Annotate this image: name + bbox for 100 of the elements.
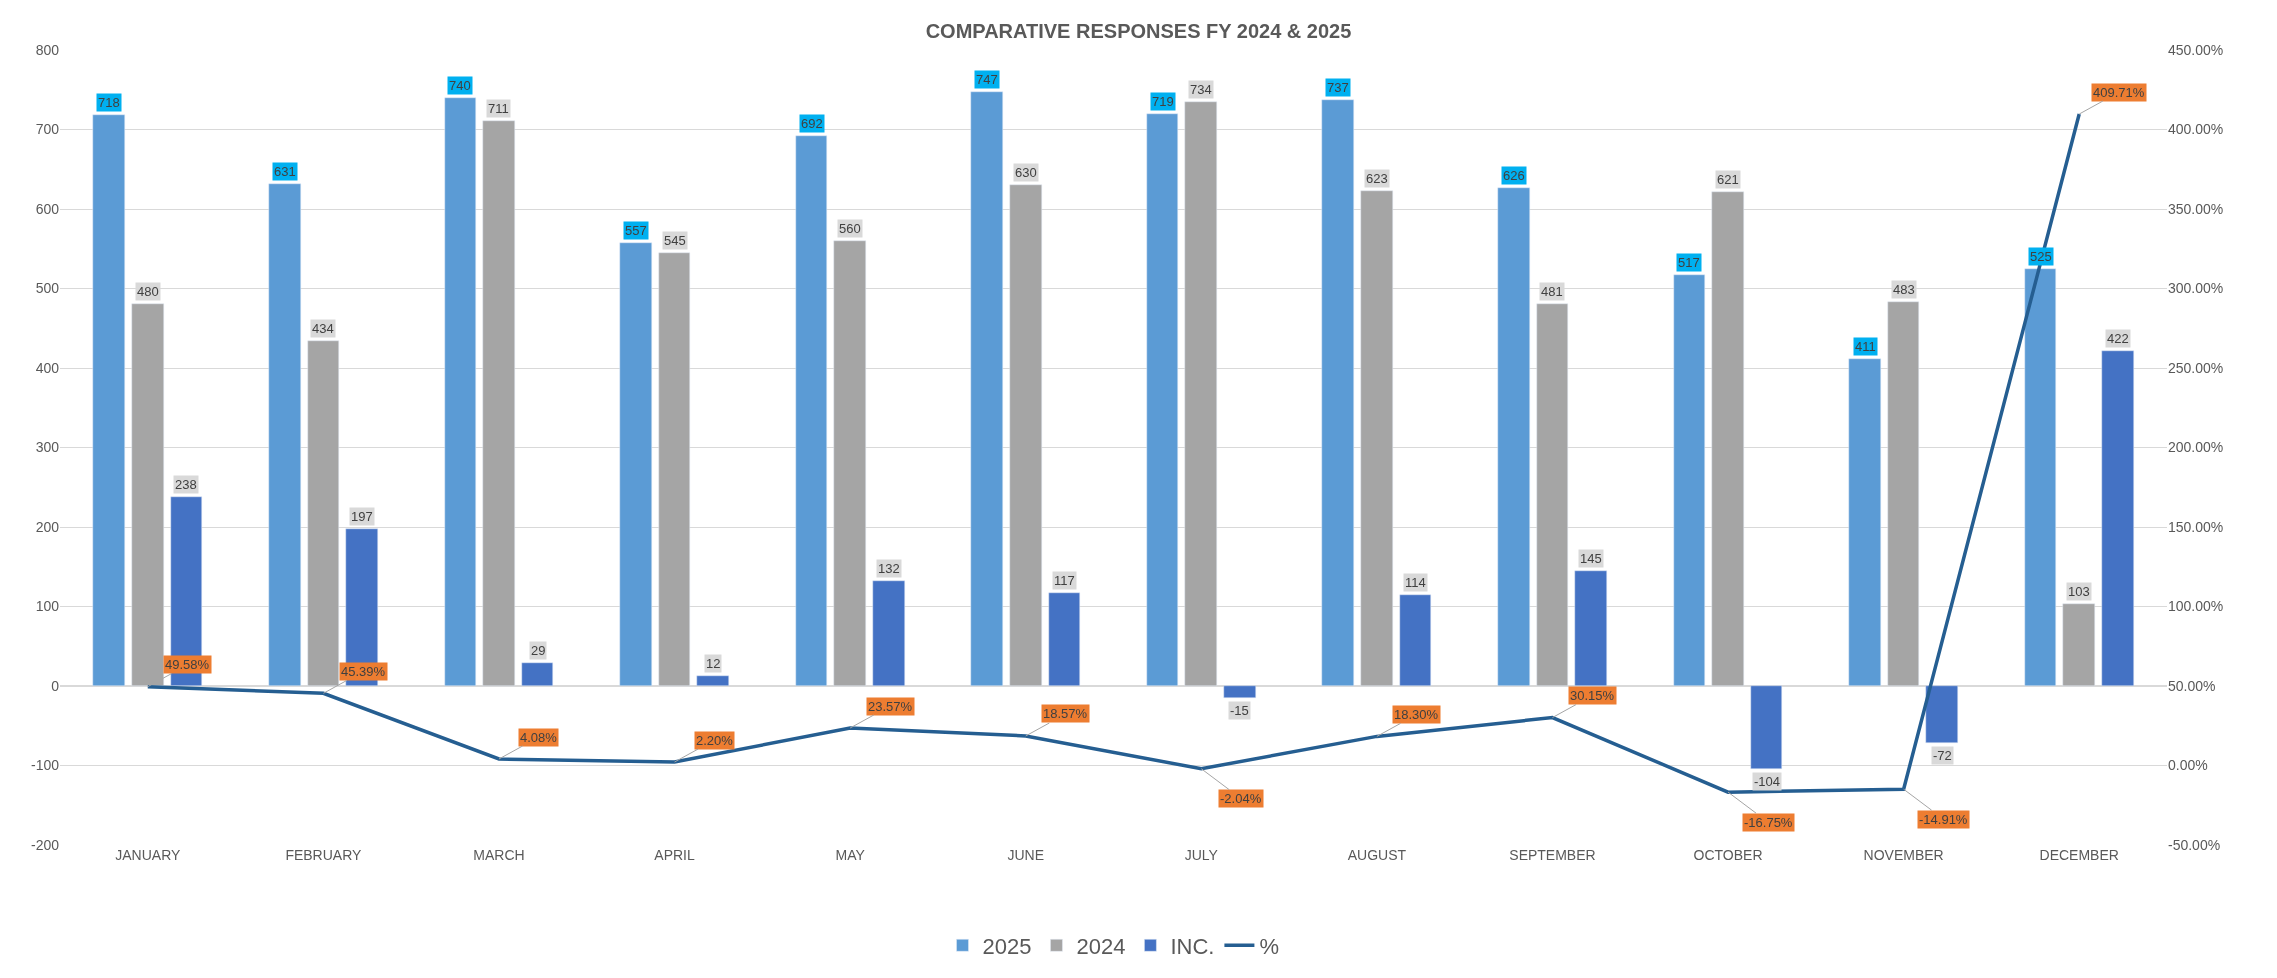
bar [795,135,827,686]
data-label: 630 [1015,165,1037,180]
bar [2024,268,2056,686]
data-label: -16.75% [1744,815,1793,830]
data-label: 626 [1503,168,1525,183]
data-label: 517 [1678,255,1700,270]
data-label: 103 [2068,584,2090,599]
bar [658,252,690,686]
bar [833,240,866,686]
data-label: 557 [625,223,647,238]
bar [1887,301,1919,686]
data-label: 483 [1893,282,1915,297]
x-tick-label: APRIL [654,847,695,863]
data-label: 117 [1054,573,1075,588]
y-tick-label: 800 [35,41,60,58]
y-tick-label: 500 [35,280,60,297]
data-label: 132 [878,561,900,576]
bar [1750,685,1782,769]
x-tick-label: JUNE [1007,847,1044,863]
data-label: 747 [976,72,998,87]
data-label: -2.04% [1220,791,1262,806]
bar [482,120,515,686]
x-tick-label: SEPTEMBER [1509,847,1596,863]
x-tick-label: AUGUST [1347,847,1407,863]
data-label: -72 [1933,748,1952,763]
bar [1399,594,1431,686]
data-label: 734 [1190,82,1212,97]
y2-tick-label: 100.00% [2168,598,2224,615]
data-label: 422 [2107,331,2129,346]
data-label: 29 [531,643,546,658]
bar [268,183,301,686]
x-tick-label: DECEMBER [2039,847,2119,863]
y2-tick-label: 350.00% [2168,200,2224,217]
data-label: -104 [1754,774,1781,789]
data-label: 621 [1717,172,1739,187]
bar [872,580,905,686]
y-tick-label: 100 [35,598,60,615]
bar [2062,603,2095,686]
bar [1321,99,1354,686]
bar [444,97,476,686]
data-label: 2.20% [696,733,734,748]
data-label: 4.08% [520,730,558,745]
y-tick-label: -100 [30,757,60,774]
bar [1925,685,1958,743]
bar [1223,685,1256,698]
bar [1146,113,1178,686]
data-label: -15 [1230,703,1249,718]
y2-tick-label: 300.00% [2168,280,2224,297]
y2-tick-label: 250.00% [2168,359,2224,376]
data-label: 197 [351,509,373,524]
y2-tick-label: 450.00% [2168,41,2224,58]
bar [970,91,1003,686]
y2-tick-label: 50.00% [2168,677,2216,694]
data-label: 631 [274,164,296,179]
data-label: -14.91% [1919,812,1968,827]
data-label: 719 [1152,94,1174,109]
bar [696,675,729,686]
data-label: 23.57% [868,699,913,714]
data-label: 411 [1855,339,1876,354]
x-tick-label: MARCH [473,847,525,863]
data-label: 45.39% [341,664,386,679]
y-tick-label: 300 [35,439,60,456]
y2-tick-label: -50.00% [2168,836,2221,853]
data-label: 238 [175,477,197,492]
y2-tick-label: 200.00% [2168,439,2224,456]
legend-label: 2025 [982,933,1032,959]
bar [1184,101,1217,686]
x-tick-label: JULY [1184,847,1219,863]
bar [1673,274,1705,686]
data-label: 114 [1405,575,1426,590]
bar [1711,191,1744,686]
data-label: 18.30% [1394,707,1439,722]
data-label: 718 [98,95,120,110]
data-label: 545 [664,233,686,248]
data-label: 145 [1580,551,1602,566]
data-label: 434 [312,321,334,336]
bar [1497,187,1530,686]
data-label: 18.57% [1043,706,1088,721]
bar [2101,350,2134,686]
data-label: 12 [706,656,721,671]
y2-tick-label: 0.00% [2168,757,2208,774]
data-label: 481 [1541,284,1563,299]
y2-tick-label: 400.00% [2168,121,2224,138]
bar [1536,303,1568,686]
data-label: 480 [137,284,159,299]
bar [1574,570,1607,686]
bar [619,242,652,686]
bar [1048,592,1080,686]
x-tick-label: FEBRUARY [285,847,363,863]
legend-label: 2024 [1076,933,1126,959]
bar [92,114,125,686]
bar [1848,358,1881,686]
data-label: 692 [801,116,823,131]
legend-label: % [1259,933,1279,959]
data-label: 623 [1366,171,1388,186]
x-tick-label: MAY [835,847,866,863]
y-tick-label: 700 [35,121,60,138]
data-label: 49.58% [165,657,210,672]
legend-label: INC. [1170,933,1215,959]
data-label: 30.15% [1570,688,1615,703]
